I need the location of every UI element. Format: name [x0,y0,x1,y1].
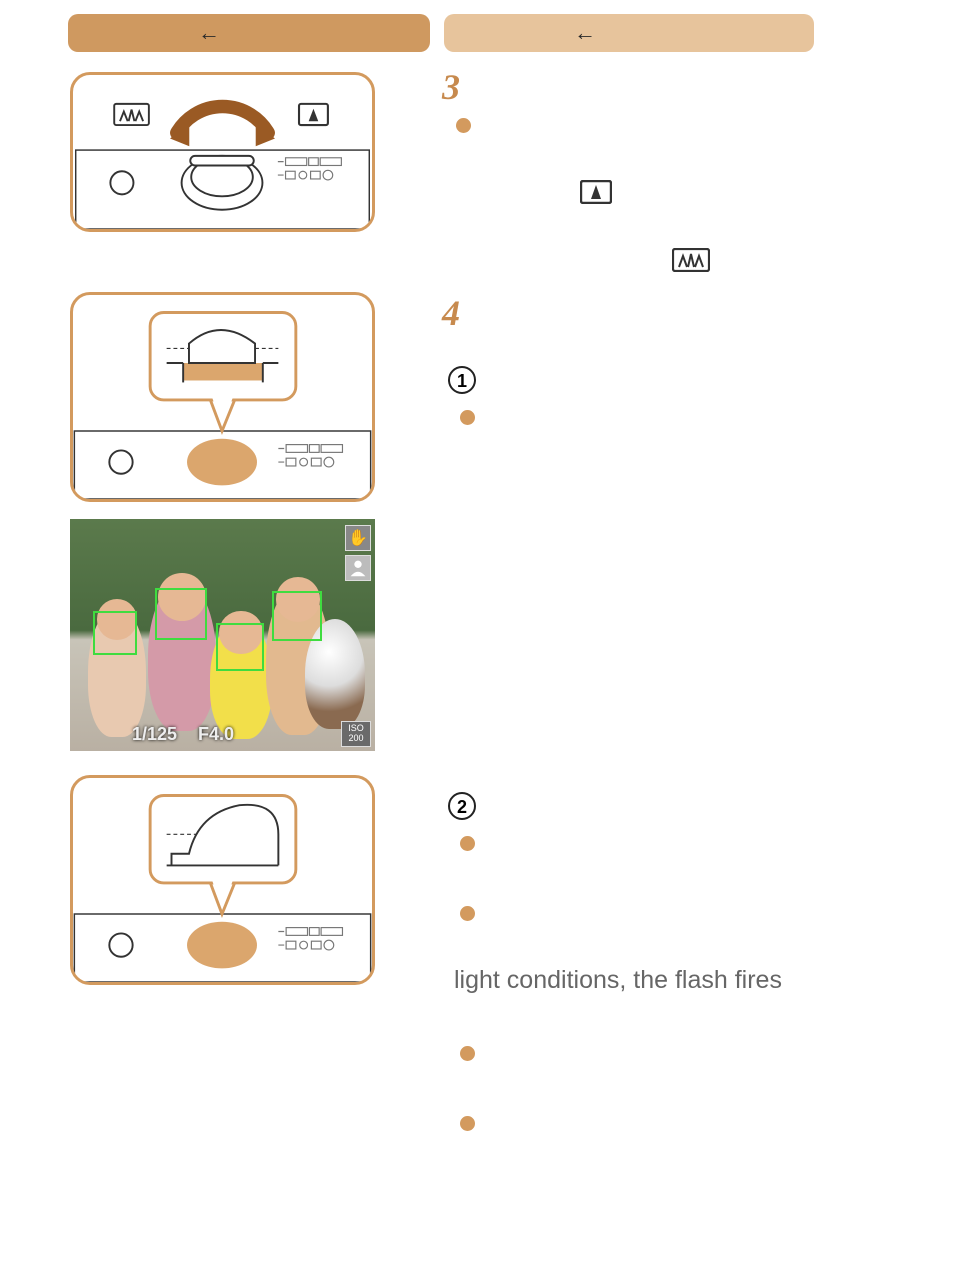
illustration-full-press [70,775,375,985]
wide-icon [672,248,710,277]
af-frame [272,591,322,641]
substep-2-title: Shoot. [486,792,564,821]
bullet-icon [460,906,475,921]
page-number: 18 [896,1222,920,1248]
bullet-icon [460,836,475,851]
bullet-icon [456,118,471,133]
af-frame [93,611,137,655]
illustration-zoom-lever [70,72,375,232]
iso-badge: ISO 200 [341,721,371,747]
step-4-number: 4 [442,292,460,334]
step-3-text-1: To zoom in and enlarge the subject, move… [480,108,920,176]
bullet-icon [460,410,475,425]
aperture-label: F4.0 [198,724,234,745]
step-4-title: Shoot. [478,298,562,329]
substep-1-text: Press the shutter button lightly, halfwa… [484,400,924,535]
substep-2-text-3: Keep the camera still until the shutter … [484,1036,924,1104]
af-frame [216,623,264,671]
substep-2-text-2: light conditions, the flash fires [454,964,929,998]
substep-1-title: Focus. [486,366,567,395]
af-frame [155,588,207,640]
arrow-left-icon: ← [198,20,220,46]
substep-1-number: 1 [448,366,476,394]
substep-2-text-4: After displaying your shot, the camera w… [484,1106,924,1174]
bullet-icon [460,1116,475,1131]
iso-value: 200 [342,734,370,744]
step-3-number: 3 [442,66,460,108]
shutter-speed-label: 1/125 [132,724,177,745]
stabilizer-icon: ✋ [345,525,371,551]
mode-icon [345,555,371,581]
telephoto-icon [580,180,612,209]
step-3-text-3: (wide angle). [716,248,926,282]
bullet-icon [460,1046,475,1061]
lcd-preview-photo: ✋ 1/125 F4.0 ISO 200 [70,519,375,751]
substep-2-text-1: Press the shutter button all the way dow… [484,826,924,894]
nav-back-button-light[interactable]: ← [444,14,814,52]
arrow-left-icon: ← [574,20,596,46]
substep-2-number: 2 [448,792,476,820]
illustration-half-press [70,292,375,502]
step-3-title: Compose the shot. [478,72,721,103]
nav-back-button-dark[interactable]: ← [68,14,430,52]
